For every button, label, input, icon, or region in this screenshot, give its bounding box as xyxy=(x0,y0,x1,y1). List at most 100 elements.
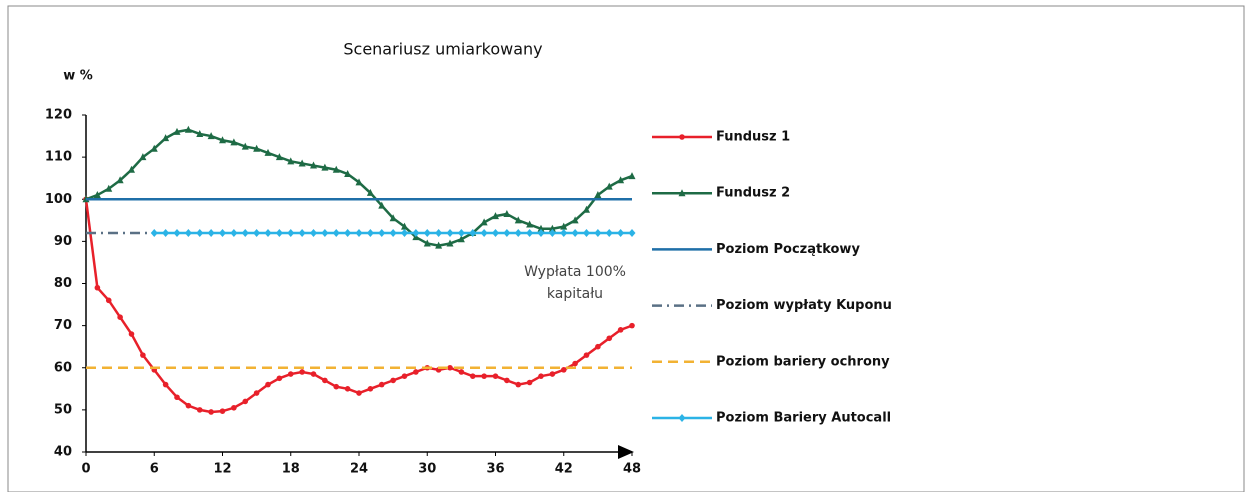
data-point xyxy=(116,176,124,184)
data-point xyxy=(469,373,476,379)
data-point xyxy=(355,178,363,186)
y-tick-label: 80 xyxy=(54,276,72,291)
data-point xyxy=(333,383,340,390)
data-point xyxy=(366,228,374,237)
x-tick-label: 12 xyxy=(213,462,231,477)
y-axis-label: w % xyxy=(63,69,93,84)
data-point xyxy=(150,144,158,152)
data-point xyxy=(526,220,534,228)
data-point xyxy=(537,228,545,237)
data-point xyxy=(469,228,477,237)
data-point xyxy=(526,379,533,386)
data-point xyxy=(503,228,511,237)
data-point xyxy=(446,239,454,247)
data-point xyxy=(322,377,328,384)
data-point xyxy=(321,228,329,237)
data-point xyxy=(458,369,465,375)
data-point xyxy=(355,228,363,237)
y-tick-label: 40 xyxy=(54,445,72,460)
data-point xyxy=(207,228,215,237)
data-point xyxy=(264,148,272,156)
data-point xyxy=(310,161,317,169)
data-point xyxy=(230,228,238,237)
data-point xyxy=(207,132,215,140)
data-point xyxy=(196,129,204,137)
data-point xyxy=(93,191,101,199)
data-point xyxy=(196,228,204,237)
data-point xyxy=(287,371,294,377)
data-point xyxy=(606,335,613,342)
y-tick-label: 120 xyxy=(45,108,72,123)
data-point xyxy=(492,228,499,237)
data-point xyxy=(344,228,352,237)
data-point xyxy=(447,364,453,371)
x-tick-label: 30 xyxy=(418,462,436,477)
legend-label: Poziom bariery ochrony xyxy=(716,354,890,369)
frame xyxy=(7,5,1245,492)
annotation: kapitału xyxy=(547,286,603,302)
data-point xyxy=(310,371,317,377)
annotation: Wypłata 100% xyxy=(524,264,626,280)
x-tick-label: 48 xyxy=(623,462,641,477)
data-point xyxy=(287,157,295,165)
data-point xyxy=(617,228,625,237)
legend-label: Poziom Bariery Autocall xyxy=(716,411,891,426)
data-point xyxy=(378,228,386,237)
data-point xyxy=(617,176,625,184)
data-point xyxy=(412,228,420,237)
data-point xyxy=(538,373,544,379)
chart-title: Scenariusz umiarkowany xyxy=(343,40,542,59)
data-point xyxy=(560,222,568,230)
data-point xyxy=(401,228,408,237)
data-point xyxy=(219,136,226,144)
legend-marker xyxy=(678,189,686,197)
data-point xyxy=(128,331,135,337)
y-tick-label: 70 xyxy=(54,318,72,333)
data-point xyxy=(480,228,488,237)
data-point xyxy=(457,235,465,243)
data-point xyxy=(526,228,534,237)
data-point xyxy=(515,381,522,388)
data-point xyxy=(514,228,522,237)
data-point xyxy=(628,172,636,180)
data-point xyxy=(150,228,158,237)
data-point xyxy=(242,398,249,405)
data-point xyxy=(298,159,306,167)
x-tick-label: 24 xyxy=(350,462,368,477)
data-point xyxy=(560,367,567,373)
data-point xyxy=(185,402,192,409)
data-point xyxy=(117,314,123,321)
data-point xyxy=(321,163,329,171)
data-point xyxy=(537,224,545,232)
data-point xyxy=(401,373,408,379)
data-point xyxy=(241,142,249,150)
data-point xyxy=(332,165,340,173)
data-point xyxy=(435,241,443,249)
legend-label: Fundusz 1 xyxy=(716,130,790,145)
data-point xyxy=(560,228,568,237)
data-point xyxy=(446,228,454,237)
data-point xyxy=(219,408,226,414)
x-tick-label: 0 xyxy=(81,462,90,477)
data-point xyxy=(423,228,431,237)
data-point xyxy=(162,381,169,388)
data-point xyxy=(572,360,578,367)
data-point xyxy=(423,239,431,247)
legend-label: Poziom wypłaty Kuponu xyxy=(716,298,892,313)
data-point xyxy=(583,205,590,213)
data-point xyxy=(184,228,192,237)
data-point xyxy=(253,228,261,237)
data-point xyxy=(457,228,465,237)
x-axis-arrow xyxy=(618,445,634,459)
data-point xyxy=(196,407,203,413)
data-point xyxy=(492,373,499,379)
data-point xyxy=(184,125,192,133)
data-point xyxy=(548,228,556,237)
data-point xyxy=(504,377,510,384)
data-point xyxy=(389,214,397,222)
data-point xyxy=(492,212,499,220)
data-point xyxy=(583,352,590,358)
data-point xyxy=(105,297,112,304)
data-point xyxy=(344,169,352,177)
